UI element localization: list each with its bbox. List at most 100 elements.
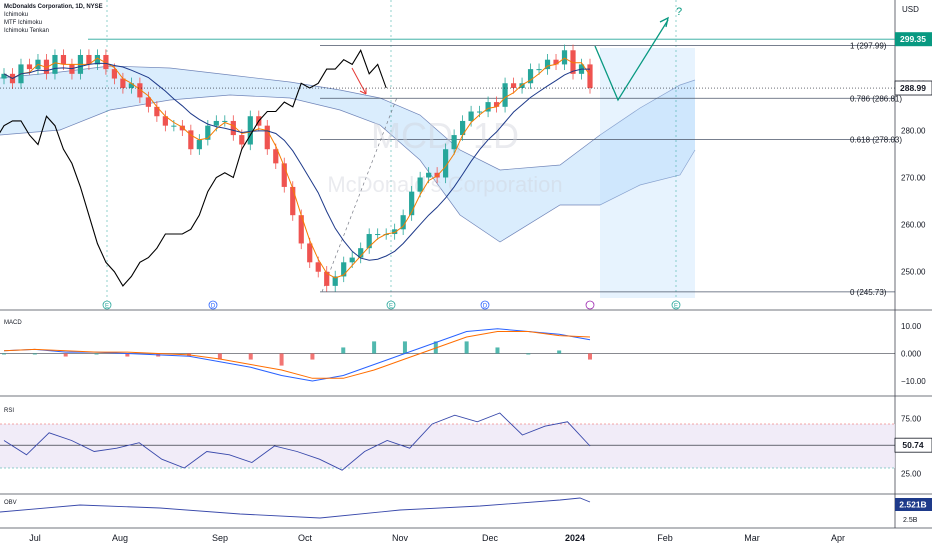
event-marker-label: D: [483, 304, 488, 310]
macd-hist-bar: [32, 353, 37, 355]
candle-body: [460, 120, 466, 136]
indicator-mtf-ichimoku[interactable]: MTF Ichimoku: [4, 20, 43, 26]
symbol-title[interactable]: McDonalds Corporation, 1D, NYSE: [4, 4, 103, 10]
macd-hist-bar: [187, 353, 192, 357]
candle-body: [332, 276, 338, 286]
last-price-tag: [894, 80, 932, 96]
event-marker: [480, 300, 490, 310]
candle-body: [315, 262, 321, 272]
fib-retracement: 1 (297.99) 0.786 (286.81) 0.618 (278.03) 0 …: [88, 38, 902, 297]
candle-body: [553, 59, 559, 65]
cloud-span-b: [0, 94, 696, 243]
candle-body: [468, 111, 474, 121]
macd-hist-bar: [248, 353, 253, 360]
candle-body: [570, 50, 576, 74]
event-marker: [585, 300, 595, 310]
macd-hist-bar: [2, 353, 6, 355]
fib-label-3: 0 (245.73): [850, 288, 887, 297]
macd-hist-bar: [63, 353, 68, 357]
candle-body: [35, 59, 41, 70]
rsi-line: [3, 412, 591, 471]
candle-body: [544, 59, 551, 70]
chikou-line: [0, 49, 387, 287]
candle-body: [179, 125, 185, 131]
chart-legend: McDonalds Corporation, 1D, NYSE Ichimoku…: [4, 3, 103, 35]
candle-body: [392, 229, 398, 235]
candle-body: [409, 191, 415, 216]
candle-body: [94, 54, 101, 65]
projection-arrow: [594, 16, 669, 102]
high-price-text: 299.35: [900, 34, 926, 44]
macd-title: MACD: [4, 320, 22, 326]
candle-body: [307, 243, 313, 263]
fib-label-0: 1 (297.99): [850, 42, 887, 51]
price-tick-label: 260.00: [901, 221, 926, 230]
price-tick-label: 250.00: [901, 268, 926, 277]
time-label-2024: 2024: [565, 533, 585, 543]
candle-body: [43, 59, 50, 74]
tenkan-line: [3, 57, 591, 279]
rsi-title: RSI: [4, 408, 15, 414]
candle-body: [264, 125, 270, 150]
ichimoku-lines: [0, 49, 591, 287]
watermark: MCD, 1D McDonald's Corporation: [327, 115, 562, 197]
obv-value-tag: [895, 498, 932, 511]
candle-body: [443, 149, 449, 178]
candle-body: [60, 54, 67, 65]
macd-hist-bar: [341, 347, 346, 354]
candle-body: [476, 111, 483, 113]
time-label-Jul: Jul: [29, 533, 41, 543]
time-axis: Jul Aug Sep Oct Nov Dec 2024 Feb Mar Apr: [29, 533, 845, 543]
rsi-value-tag: [894, 437, 932, 453]
candle-body: [290, 186, 296, 216]
fib-trend-line: [321, 97, 398, 292]
candle-body: [247, 116, 253, 145]
macd-hist-bar: [279, 353, 284, 366]
candle-body: [485, 102, 491, 112]
macd-hist-bar: [217, 353, 222, 360]
event-marker: [208, 300, 218, 310]
candle-body: [366, 234, 372, 249]
indicator-ichimoku[interactable]: Ichimoku: [4, 12, 29, 18]
time-label-Aug: Aug: [112, 533, 128, 543]
rsi-band: [0, 424, 895, 468]
candle-body: [1, 73, 7, 79]
macd-tick-label: 0.000: [901, 350, 922, 359]
time-label-Feb: Feb: [657, 533, 673, 543]
candle-body: [128, 83, 134, 88]
candle-body: [527, 69, 534, 84]
price-tick-label: 280.00: [901, 126, 926, 135]
indicator-panes: 10.00 0.000 −10.00 75.00 25.00 50.74 2.521B 2.5…: [0, 322, 932, 524]
candle-body: [324, 271, 330, 286]
macd-hist-bar: [125, 353, 130, 357]
signal-line: [3, 331, 591, 379]
candle-body: [171, 125, 177, 127]
obv-lower-label: 2.5B: [903, 517, 918, 524]
candle-body: [383, 234, 389, 236]
price-tick-label: 290.00: [901, 79, 926, 88]
time-label-Nov: Nov: [392, 533, 409, 543]
indicator-ichimoku-tenkan[interactable]: Ichimoku Tenkan: [4, 28, 49, 34]
projection-arrowhead: [659, 16, 669, 28]
time-label-Mar: Mar: [744, 533, 760, 543]
candle-body: [196, 139, 202, 150]
future-cloud-shade: [600, 48, 695, 298]
event-marker-label: D: [211, 304, 216, 310]
candle-body: [493, 102, 500, 107]
candle-body: [281, 163, 287, 187]
candle-body: [188, 130, 194, 150]
rsi-tick-label: 25.00: [901, 470, 922, 479]
macd-hist-bar: [94, 353, 99, 355]
candle-body: [69, 64, 75, 74]
obv-value-text: 2.521B: [899, 500, 926, 510]
fib-label-2: 0.618 (278.03): [850, 136, 902, 145]
price-tick-label: 270.00: [901, 173, 926, 182]
candle-body: [77, 54, 84, 74]
cloud-fill: [0, 66, 695, 242]
macd-hist-bar: [372, 341, 377, 354]
event-marker-label: E: [674, 304, 678, 310]
macd-hist-bar: [156, 353, 161, 357]
kijun-line: [3, 62, 590, 261]
